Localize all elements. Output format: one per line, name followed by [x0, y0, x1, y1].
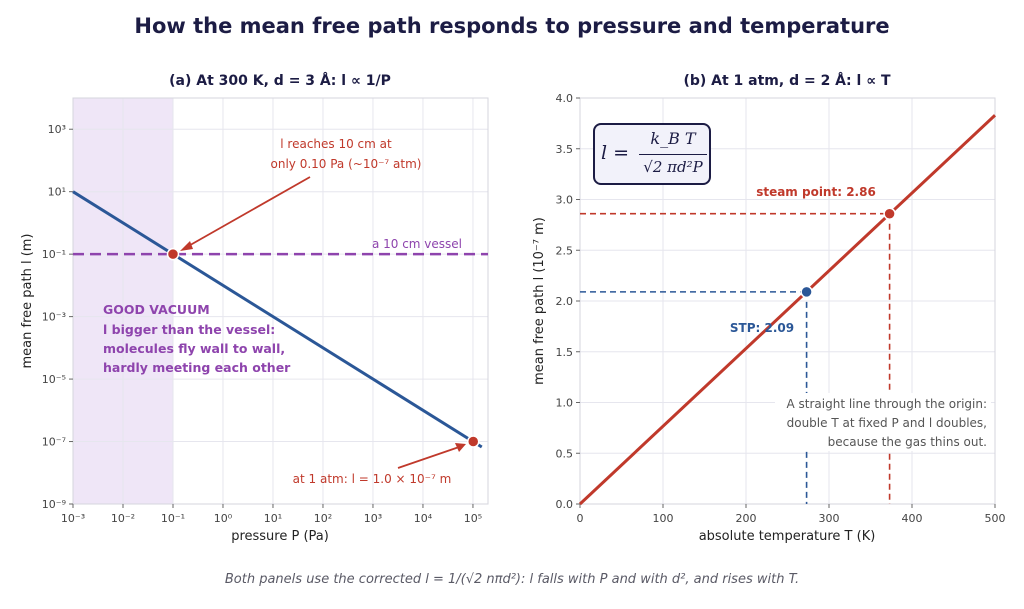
- figure-title: How the mean free path responds to press…: [134, 14, 890, 38]
- y-tick-label: 2.5: [556, 244, 574, 257]
- panel-b-title: (b) At 1 atm, d = 2 Å: l ∝ T: [683, 72, 891, 89]
- vacuum-line-2: molecules fly wall to wall,: [103, 341, 285, 356]
- x-axis-label-a: pressure P (Pa): [231, 529, 329, 544]
- x-tick-label: 10²: [314, 512, 332, 525]
- reach-arrowhead: [180, 241, 193, 251]
- ticks-a: 10⁻³ 10⁻² 10⁻¹ 10⁰ 10¹ 10² 10³ 10⁴ 10⁵ 10⁻⁹ 10⁻⁷ 10…: [42, 123, 482, 525]
- panel-a-title: (a) At 300 K, d = 3 Å: l ∝ 1/P: [169, 72, 391, 89]
- note-line-2: double T at fixed P and l doubles,: [787, 416, 987, 430]
- y-tick-label: 10⁻⁹: [42, 498, 66, 511]
- x-tick-label: 300: [819, 512, 840, 525]
- y-tick-label: 3.5: [556, 143, 574, 156]
- x-tick-label: 10⁻²: [111, 512, 135, 525]
- y-tick-label: 10⁻³: [42, 311, 66, 324]
- data-point: [466, 435, 480, 448]
- x-tick-label: 200: [736, 512, 757, 525]
- formula-numerator: k_B T: [650, 129, 696, 148]
- steam-label: steam point: 2.86: [756, 185, 876, 199]
- guides-b: [580, 212, 891, 504]
- y-tick-label: 1.0: [556, 397, 574, 410]
- note-background: [775, 393, 991, 451]
- formula-box: l = k_B T √2 πd²P: [593, 123, 711, 185]
- reach-annotation-1: l reaches 10 cm at: [280, 137, 392, 151]
- y-tick-label: 10⁻⁷: [42, 436, 66, 449]
- vacuum-title: GOOD VACUUM: [103, 302, 210, 317]
- reach-arrow: [184, 176, 311, 249]
- x-tick-label: 10⁻³: [61, 512, 85, 525]
- stp-label: STP: 2.09: [730, 321, 794, 335]
- y-tick-label: 4.0: [556, 92, 574, 105]
- x-tick-label: 400: [902, 512, 923, 525]
- note-line-3: because the gas thins out.: [828, 435, 987, 449]
- data-point: [800, 285, 813, 299]
- vacuum-line-1: l bigger than the vessel:: [103, 322, 275, 337]
- y-tick-label: 1.5: [556, 346, 574, 359]
- y-tick-label: 10³: [48, 123, 66, 136]
- atm-annotation: at 1 atm: l = 1.0 × 10⁻⁷ m: [293, 472, 452, 486]
- x-axis-label-b: absolute temperature T (K): [699, 529, 876, 544]
- series-line-a: [72, 190, 483, 449]
- points-a: [166, 247, 480, 448]
- y-axis-label-b: mean free path l (10⁻⁷ m): [532, 217, 547, 385]
- vessel-label: a 10 cm vessel: [372, 237, 462, 251]
- x-tick-label: 10¹: [264, 512, 282, 525]
- series-line-b: [578, 114, 997, 506]
- x-tick-label: 10⁻¹: [161, 512, 185, 525]
- y-tick-label: 0.0: [556, 498, 574, 511]
- x-tick-label: 100: [653, 512, 674, 525]
- atm-arrow: [397, 445, 463, 469]
- y-tick-label: 10¹: [48, 186, 66, 199]
- data-point: [166, 247, 180, 261]
- y-axis-label-a: mean free path l (m): [20, 233, 35, 368]
- reach-annotation-2: only 0.10 Pa (~10⁻⁷ atm): [271, 157, 422, 171]
- data-point: [883, 207, 896, 220]
- y-tick-label: 10⁻¹: [42, 248, 66, 261]
- x-tick-label: 10⁰: [214, 512, 233, 525]
- x-tick-label: 10⁵: [464, 512, 482, 525]
- plot-frame-a: [72, 97, 489, 505]
- points-b: [800, 207, 896, 299]
- x-tick-label: 10³: [364, 512, 382, 525]
- ticks-b: 0 100 200 300 400 500 0.0 0.5 1.0 1.5 2.0 2.5 3.0 3.5…: [556, 92, 1006, 525]
- y-tick-label: 10⁻⁵: [42, 373, 66, 386]
- y-tick-label: 3.0: [556, 194, 574, 207]
- grid-a: [72, 98, 488, 505]
- footnote: Both panels use the corrected l = 1/(√2 …: [224, 572, 800, 587]
- x-tick-label: 500: [985, 512, 1006, 525]
- x-tick-label: 0: [577, 512, 584, 525]
- panel-a: 10⁻³ 10⁻² 10⁻¹ 10⁰ 10¹ 10² 10³ 10⁴ 10⁵ 10⁻⁹ 10⁻⁷ 10…: [20, 72, 489, 544]
- x-tick-label: 10⁴: [414, 512, 433, 525]
- y-tick-label: 2.0: [556, 295, 574, 308]
- formula-denominator: √2 πd²P: [643, 158, 703, 176]
- y-tick-label: 0.5: [556, 447, 574, 460]
- atm-arrowhead: [455, 443, 466, 452]
- formula-lhs: l =: [601, 142, 630, 164]
- panel-b: 0 100 200 300 400 500 0.0 0.5 1.0 1.5 2.0 2.5 3.0 3.5…: [532, 72, 1006, 544]
- formula-fraction-bar: [639, 154, 707, 155]
- vacuum-line-3: hardly meeting each other: [103, 360, 291, 375]
- note-line-1: A straight line through the origin:: [787, 397, 988, 411]
